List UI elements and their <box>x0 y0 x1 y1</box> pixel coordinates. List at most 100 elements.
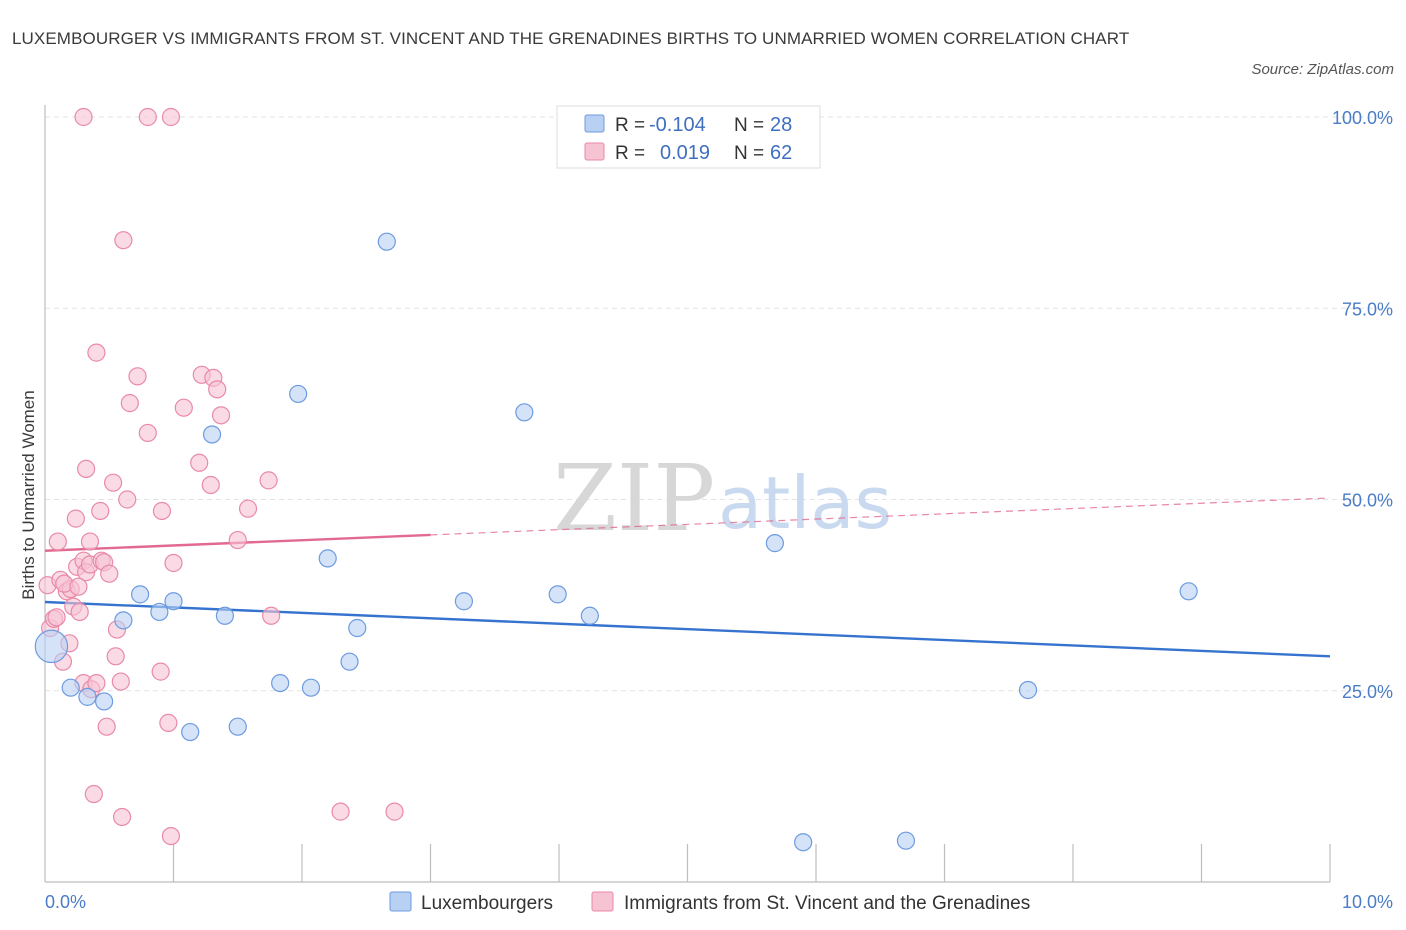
legend-n-label-1: N = <box>734 115 764 136</box>
point-luxembourgers <box>896 831 916 850</box>
legend-r-value-1: -0.104 <box>649 114 706 136</box>
point-immigrants <box>74 107 93 127</box>
point-luxembourgers <box>515 403 534 422</box>
point-luxembourgers <box>78 687 97 706</box>
point-luxembourgers <box>1018 680 1038 700</box>
point-immigrants <box>100 564 119 583</box>
point-luxembourgers <box>765 534 784 553</box>
data-points <box>34 107 1198 852</box>
point-immigrants <box>106 647 125 666</box>
legend-r-value-2: 0.019 <box>660 142 710 164</box>
watermark-zip: ZIP <box>553 445 715 552</box>
point-immigrants <box>128 367 147 386</box>
point-luxembourgers <box>301 678 321 697</box>
point-immigrants <box>47 608 66 627</box>
point-immigrants <box>190 453 209 472</box>
point-immigrants <box>69 577 88 596</box>
point-luxembourgers <box>348 618 367 638</box>
point-immigrants <box>161 826 181 846</box>
point-luxembourgers <box>794 833 813 852</box>
point-luxembourgers <box>202 425 222 444</box>
correlation-legend: R = -0.104 N = 28 R = 0.019 N = 62 <box>556 105 821 169</box>
axes <box>44 105 1331 883</box>
legend-r-label-1: R = <box>615 115 645 136</box>
point-luxembourgers <box>289 384 308 404</box>
series-legend: Luxembourgers Immigrants from St. Vincen… <box>389 891 1030 914</box>
y-tick-label: 100.0% <box>1332 108 1393 128</box>
point-immigrants <box>159 713 178 732</box>
point-luxembourgers <box>215 606 234 625</box>
trend-line-0 <box>44 600 1331 658</box>
watermark: ZIP atlas <box>553 445 892 552</box>
point-immigrants <box>152 501 172 521</box>
point-immigrants <box>114 231 133 250</box>
point-immigrants <box>84 784 103 804</box>
y-tick-label: 50.0% <box>1342 491 1393 511</box>
point-immigrants <box>87 673 106 693</box>
series-swatch-immigrants <box>591 891 614 912</box>
point-immigrants <box>138 107 157 127</box>
point-immigrants <box>331 802 350 821</box>
point-luxembourgers <box>318 549 337 568</box>
legend-n-value-1: 28 <box>770 114 792 136</box>
point-immigrants <box>87 343 106 362</box>
point-immigrants <box>120 394 139 413</box>
x-tick-label: 10.0% <box>1342 892 1393 912</box>
point-immigrants <box>238 499 258 518</box>
point-luxembourgers <box>164 592 183 611</box>
point-luxembourgers <box>377 232 396 251</box>
point-immigrants <box>161 107 181 127</box>
point-luxembourgers <box>548 585 567 604</box>
tick-labels: 25.0% 50.0% 75.0% 100.0% 0.0% 10.0% <box>45 108 1393 912</box>
series-swatch-luxembourgers <box>389 891 412 912</box>
point-immigrants <box>138 423 157 443</box>
y-tick-label: 25.0% <box>1342 682 1393 702</box>
x-tick-label: 0.0% <box>45 892 86 912</box>
point-luxembourgers <box>228 717 247 736</box>
chart-title: LUXEMBOURGER VS IMMIGRANTS FROM ST. VINC… <box>12 29 1130 48</box>
point-immigrants <box>118 490 137 509</box>
point-luxembourgers <box>340 652 359 671</box>
point-luxembourgers <box>95 692 114 711</box>
legend-n-value-2: 62 <box>770 142 792 164</box>
point-immigrants <box>112 807 132 827</box>
legend-r-label-2: R = <box>615 143 645 164</box>
point-immigrants <box>174 398 193 417</box>
point-immigrants <box>91 501 110 521</box>
point-luxembourgers <box>1179 582 1198 601</box>
legend-n-label-2: N = <box>734 143 764 164</box>
point-luxembourgers <box>130 585 150 604</box>
point-luxembourgers <box>181 722 200 742</box>
point-immigrants <box>164 553 183 573</box>
series-label-luxembourgers: Luxembourgers <box>421 893 553 914</box>
grid-lines <box>45 116 1390 692</box>
point-luxembourgers <box>34 629 69 664</box>
point-immigrants <box>97 717 116 736</box>
point-immigrants <box>80 532 100 551</box>
point-immigrants <box>228 530 247 550</box>
point-immigrants <box>262 606 281 625</box>
point-luxembourgers <box>271 673 290 693</box>
trend-line-dashed-1 <box>430 497 1331 536</box>
point-luxembourgers <box>114 611 133 630</box>
point-immigrants <box>66 509 85 528</box>
point-immigrants <box>211 406 231 425</box>
source-label: Source: ZipAtlas.com <box>1251 61 1394 78</box>
point-immigrants <box>111 672 130 691</box>
point-immigrants <box>259 471 278 490</box>
point-immigrants <box>70 602 89 622</box>
watermark-atlas: atlas <box>718 461 892 545</box>
point-immigrants <box>77 459 96 478</box>
point-luxembourgers <box>454 592 474 611</box>
point-immigrants <box>104 473 123 492</box>
y-axis-title: Births to Unmarried Women <box>19 390 38 599</box>
point-luxembourgers <box>580 606 599 625</box>
y-tick-label: 75.0% <box>1342 299 1393 319</box>
point-immigrants <box>385 802 404 821</box>
point-immigrants <box>208 380 227 399</box>
point-immigrants <box>48 532 67 551</box>
legend-swatch-blue <box>584 114 605 133</box>
point-immigrants <box>151 662 170 681</box>
